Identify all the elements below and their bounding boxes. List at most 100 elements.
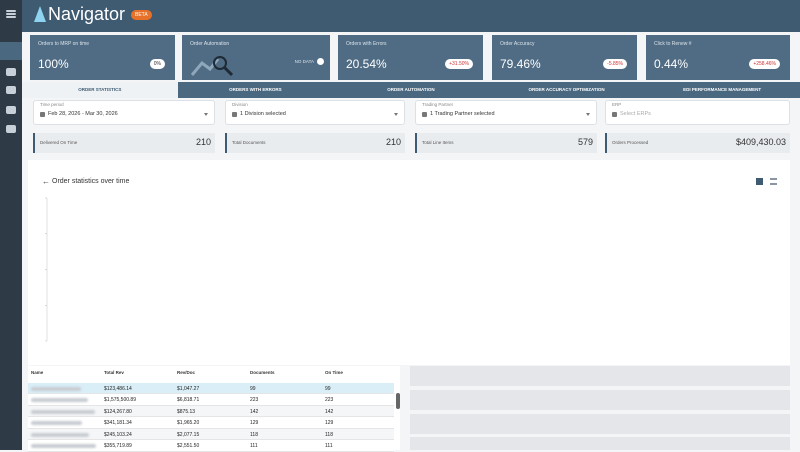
- kpi-label: Orders to MRP on time: [38, 41, 90, 47]
- chart-panel: [28, 160, 790, 365]
- automation-icon: [190, 56, 234, 77]
- kpi-change: +258.46%: [749, 59, 780, 69]
- table-cell: 129: [325, 420, 334, 426]
- filter[interactable]: ERP Select ERPs: [605, 100, 790, 125]
- blurred-name: [31, 432, 89, 437]
- blurred-name: [31, 444, 96, 448]
- logo: [34, 6, 46, 22]
- blurred-name: [31, 409, 95, 414]
- table-row: [28, 394, 394, 406]
- stat-card: Delivered On Time 210: [33, 133, 215, 153]
- kpi-label: Order Automation: [190, 41, 230, 47]
- column-header: Rev/Doc: [177, 370, 196, 375]
- tab[interactable]: ORDER ACCURACY OPTIMIZATION: [528, 87, 605, 92]
- table-cell: 129: [250, 420, 259, 426]
- filter-label: Trading Partner: [422, 102, 454, 107]
- filter-label: ERP: [612, 102, 622, 107]
- stat-card: Orders Processed $409,430.03: [605, 133, 790, 153]
- filter-value: 1 Trading Partner selected: [430, 111, 495, 117]
- filter-label: Division: [232, 102, 248, 107]
- stat-card: Total Documents 210: [225, 133, 405, 153]
- filter-icon: [422, 112, 427, 117]
- list-view-button[interactable]: [770, 178, 777, 185]
- kpi-label: Order Accuracy: [500, 41, 535, 47]
- filter-value: Feb 28, 2026 - Mar 30, 2026: [48, 111, 118, 117]
- kpi-card: Orders with Errors 20.54% +31.50%: [338, 35, 483, 80]
- column-header: Total Rev: [104, 370, 124, 375]
- kpi-value: 100%: [38, 57, 69, 71]
- stat-label: Orders Processed: [612, 140, 649, 145]
- active-nav[interactable]: [0, 42, 22, 60]
- tab[interactable]: ORDER AUTOMATION: [387, 87, 435, 92]
- nav-icon[interactable]: [6, 125, 16, 133]
- blurred-name: [31, 386, 81, 391]
- grid-view-button[interactable]: [756, 178, 763, 185]
- app-title: Navigator: [48, 4, 126, 24]
- nav-icon[interactable]: [6, 68, 16, 76]
- stat-label: Total Documents: [232, 140, 266, 145]
- blurred-name: [31, 398, 88, 402]
- dropdown-arrow: [394, 113, 398, 116]
- tab[interactable]: EDI PERFORMANCE MANAGEMENT: [683, 87, 762, 92]
- filter[interactable]: Division 1 Division selected: [225, 100, 405, 125]
- kpi-card: Orders to MRP on time 100% 0%: [30, 35, 175, 80]
- tab[interactable]: ORDER STATISTICS: [22, 82, 178, 98]
- placeholder: [410, 414, 790, 434]
- kpi-change: -5.85%: [603, 59, 627, 69]
- table-row: [28, 429, 394, 440]
- column-header: Documents: [250, 370, 275, 375]
- kpi-note: NO DATA: [294, 59, 314, 64]
- table-cell: $875.13: [177, 408, 196, 415]
- kpi-toggle[interactable]: 0%: [149, 59, 165, 69]
- tab[interactable]: ORDERS WITH ERRORS: [229, 87, 282, 92]
- blurred-name: [31, 421, 82, 425]
- table-cell: 99: [250, 385, 256, 392]
- table-cell: 142: [250, 408, 259, 415]
- stat-value: 210: [385, 137, 401, 147]
- table-cell: $245,103.24: [104, 431, 132, 438]
- table-cell: 118: [250, 431, 258, 438]
- column-header: Name: [31, 370, 44, 375]
- nav-icon[interactable]: [6, 86, 16, 94]
- filter[interactable]: Time period Feb 28, 2026 - Mar 30, 2026: [33, 100, 215, 125]
- table-cell: 111: [325, 443, 333, 449]
- table-cell: $1,047.27: [177, 385, 200, 392]
- dropdown-arrow: [204, 113, 208, 116]
- table-cell: 111: [250, 443, 258, 449]
- filter-icon: [40, 112, 45, 117]
- kpi-value: 20.54%: [346, 57, 387, 71]
- table-cell: $341,181.34: [104, 420, 132, 426]
- table-row: [28, 417, 394, 429]
- menu-icon[interactable]: [6, 10, 16, 12]
- tab-bar: [22, 82, 800, 98]
- table-cell: 223: [325, 397, 334, 403]
- placeholder: [410, 366, 790, 386]
- stat-label: Delivered On Time: [40, 140, 78, 145]
- back-arrow[interactable]: ←: [42, 177, 50, 186]
- table-cell: $355,719.89: [104, 443, 132, 449]
- dropdown-arrow: [586, 113, 590, 116]
- nav-icon[interactable]: [6, 106, 16, 114]
- placeholder: [410, 437, 790, 450]
- filter-icon: [612, 112, 617, 117]
- table-cell: $1,965.20: [177, 420, 200, 426]
- stat-value: $409,430.03: [735, 137, 786, 147]
- scrollbar[interactable]: [396, 393, 400, 409]
- kpi-change: +31.50%: [445, 59, 473, 69]
- table-row: [28, 383, 394, 394]
- table-cell: $2,077.15: [177, 431, 200, 438]
- stat-value: 210: [195, 137, 211, 147]
- filter-label: Time period: [40, 102, 64, 107]
- table-cell: 99: [325, 385, 331, 392]
- stat-card: Total Line Items 579: [415, 133, 597, 153]
- table-cell: $6,818.71: [177, 397, 200, 403]
- kpi-card: Order Automation NO DATA: [182, 35, 330, 80]
- filter-icon: [232, 112, 237, 117]
- table-row: [28, 406, 394, 417]
- kpi-value: 79.46%: [500, 57, 541, 71]
- kpi-value: 0.44%: [654, 57, 689, 71]
- table-cell: 118: [325, 431, 333, 438]
- filter[interactable]: Trading Partner 1 Trading Partner selecte…: [415, 100, 597, 125]
